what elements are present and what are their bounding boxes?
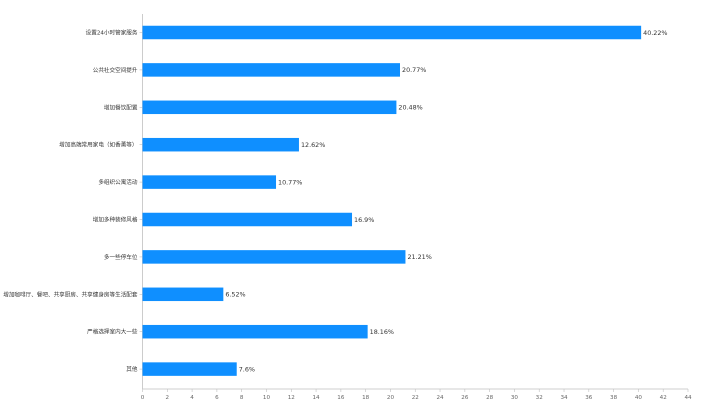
x-tick-label: 40 bbox=[635, 395, 643, 401]
x-tick-label: 32 bbox=[536, 395, 543, 401]
category-label: 多一些停车位 bbox=[104, 253, 138, 261]
x-tick-label: 28 bbox=[486, 395, 494, 401]
x-tick-label: 12 bbox=[288, 395, 295, 401]
bar bbox=[142, 25, 642, 40]
data-label: 7.6% bbox=[239, 365, 255, 373]
x-tick-label: 24 bbox=[436, 395, 444, 401]
category-label: 设置24小时管家服务 bbox=[86, 29, 138, 37]
category-label: 多组织公寓活动 bbox=[98, 178, 138, 186]
x-tick-label: 36 bbox=[585, 395, 593, 401]
data-label: 10.77% bbox=[278, 178, 302, 186]
x-tick-label: 30 bbox=[511, 395, 519, 401]
bar bbox=[142, 137, 299, 152]
data-label: 12.62% bbox=[301, 141, 325, 149]
category-label: 增加餐饮配置 bbox=[104, 103, 138, 111]
x-tick-label: 0 bbox=[141, 395, 145, 401]
data-label: 18.16% bbox=[370, 328, 394, 336]
data-label: 20.48% bbox=[398, 104, 422, 112]
data-label: 6.52% bbox=[225, 291, 245, 299]
x-tick-label: 18 bbox=[362, 395, 370, 401]
x-tick-label: 6 bbox=[215, 395, 219, 401]
x-tick-label: 44 bbox=[684, 395, 692, 401]
data-label: 20.77% bbox=[402, 66, 426, 74]
x-tick-label: 20 bbox=[387, 395, 395, 401]
category-label: 增加咖啡厅、餐吧、共享厨房、共享健身房等生活配套 bbox=[3, 290, 138, 298]
data-label: 16.9% bbox=[354, 216, 374, 224]
category-label: 增加高端常用家电（如香薰等） bbox=[59, 141, 137, 149]
bar bbox=[142, 324, 368, 339]
x-tick-label: 2 bbox=[166, 395, 170, 401]
category-label: 严格选择室内大一些 bbox=[87, 328, 138, 336]
data-label: 40.22% bbox=[643, 29, 667, 37]
bar bbox=[142, 63, 401, 77]
bar bbox=[142, 100, 397, 115]
x-tick-label: 34 bbox=[560, 395, 568, 401]
labels-layer: 设置24小时管家服务 40.22% 公共社交空间提升 20.77% 增加餐饮配置 20.4… bbox=[3, 29, 667, 374]
x-tick-label: 38 bbox=[610, 395, 618, 401]
bar bbox=[142, 287, 224, 302]
x-tick-label: 22 bbox=[412, 395, 419, 401]
bars-layer bbox=[142, 25, 642, 376]
data-label: 21.21% bbox=[407, 253, 431, 261]
bar bbox=[142, 250, 406, 264]
category-label: 增加多种装修风格 bbox=[93, 216, 138, 224]
bar bbox=[142, 175, 277, 189]
x-tick-label: 10 bbox=[263, 395, 271, 401]
category-label: 公共社交空间提升 bbox=[93, 66, 138, 74]
bar bbox=[142, 362, 237, 376]
x-tick-label: 42 bbox=[660, 395, 667, 401]
x-tick-label: 4 bbox=[190, 395, 194, 401]
x-tick-label: 16 bbox=[337, 395, 345, 401]
x-tick-label: 14 bbox=[313, 395, 321, 401]
x-tick-label: 8 bbox=[240, 395, 244, 401]
x-tick-label: 26 bbox=[461, 395, 469, 401]
category-label: 其他 bbox=[126, 365, 138, 373]
bar bbox=[142, 212, 353, 227]
